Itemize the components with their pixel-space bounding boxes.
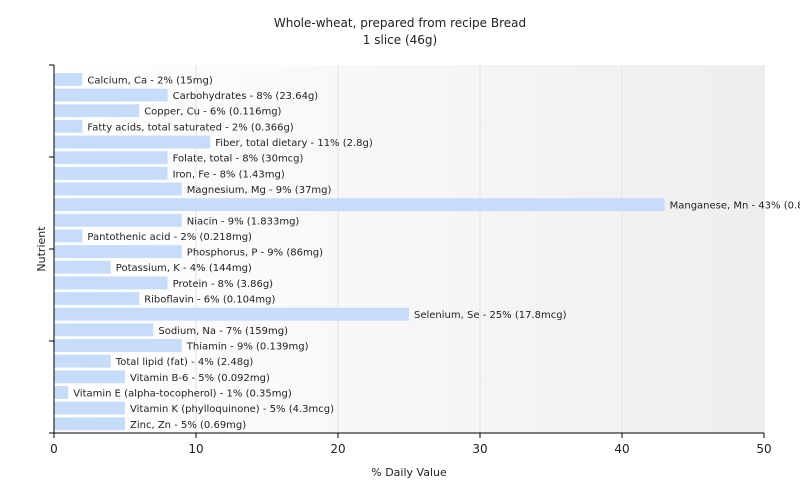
bar-label: Riboflavin - 6% (0.104mg) <box>144 295 275 306</box>
bar-label: Fiber, total dietary - 11% (2.8g) <box>215 138 373 149</box>
bar-label: Vitamin E (alpha-tocopherol) - 1% (0.35m… <box>73 388 292 399</box>
bar <box>54 213 182 227</box>
bar <box>54 354 111 368</box>
bar <box>54 417 125 431</box>
bar-label: Carbohydrates - 8% (23.64g) <box>173 91 319 102</box>
x-tick-label: 30 <box>472 442 487 456</box>
bar-label: Iron, Fe - 8% (1.43mg) <box>173 169 285 180</box>
chart-title: Whole-wheat, prepared from recipe Bread <box>274 16 526 30</box>
bar <box>54 151 168 165</box>
y-axis-title: Nutrient <box>35 226 48 272</box>
bar <box>54 119 83 133</box>
bar-label: Zinc, Zn - 5% (0.69mg) <box>130 420 246 431</box>
bar-label: Selenium, Se - 25% (17.8mcg) <box>414 310 567 321</box>
bar <box>54 307 409 321</box>
bar <box>54 198 665 212</box>
bar <box>54 182 182 196</box>
bar <box>54 245 182 259</box>
x-tick-labels: 0 10 20 30 40 50 <box>50 442 771 456</box>
bar <box>54 370 125 384</box>
bar-label: Potassium, K - 4% (144mg) <box>116 263 252 274</box>
x-tick-label: 40 <box>614 442 629 456</box>
bar-label: Vitamin B-6 - 5% (0.092mg) <box>130 373 270 384</box>
bar <box>54 73 83 86</box>
bar <box>54 229 83 243</box>
bar <box>54 386 69 399</box>
bar <box>54 260 111 274</box>
bar-label: Total lipid (fat) - 4% (2.48g) <box>115 357 254 368</box>
chart-subtitle: 1 slice (46g) <box>363 33 437 47</box>
bar <box>54 292 140 305</box>
x-tick-label: 50 <box>756 442 771 456</box>
bar-label: Sodium, Na - 7% (159mg) <box>158 326 288 337</box>
bar-label: Protein - 8% (3.86g) <box>173 279 274 290</box>
bar <box>54 88 168 102</box>
bar <box>54 104 140 118</box>
grid <box>195 65 765 433</box>
bar <box>54 166 168 180</box>
bar-label: Pantothenic acid - 2% (0.218mg) <box>87 232 252 243</box>
bars <box>54 73 665 431</box>
bar-label: Fatty acids, total saturated - 2% (0.366… <box>87 122 293 133</box>
bar-label: Phosphorus, P - 9% (86mg) <box>187 248 323 259</box>
bar-label: Manganese, Mn - 43% (0.865mg) <box>670 201 800 212</box>
bar-labels: Calcium, Ca - 2% (15mg) Carbohydrates - 8… <box>73 75 800 430</box>
bar-label: Folate, total - 8% (30mcg) <box>173 154 304 165</box>
bar-label: Vitamin K (phylloquinone) - 5% (4.3mcg) <box>130 404 334 415</box>
bar <box>54 276 168 290</box>
bar-label: Magnesium, Mg - 9% (37mg) <box>187 185 332 196</box>
bar <box>54 401 125 415</box>
axes <box>49 64 765 438</box>
x-axis-title: % Daily Value <box>371 466 447 479</box>
x-tick-label: 20 <box>330 442 345 456</box>
bar-label: Thiamin - 9% (0.139mg) <box>186 342 309 353</box>
bar <box>54 323 154 337</box>
x-tick-label: 0 <box>50 442 58 456</box>
bar-label: Calcium, Ca - 2% (15mg) <box>87 75 212 86</box>
x-tick-label: 10 <box>188 442 203 456</box>
bar-label: Niacin - 9% (1.833mg) <box>187 216 300 227</box>
bar-label: Copper, Cu - 6% (0.116mg) <box>144 107 281 118</box>
bar <box>54 135 211 149</box>
bar <box>54 339 182 352</box>
